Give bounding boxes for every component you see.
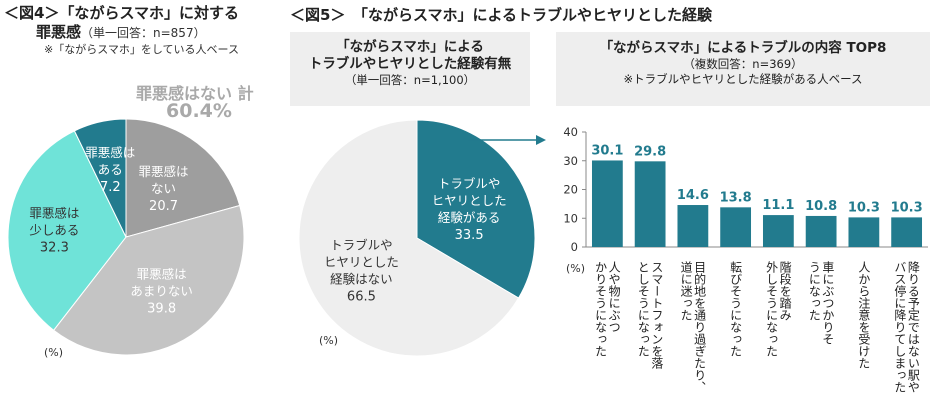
fig4-pie-slice-label-0: 罪悪感はない <box>139 164 189 196</box>
fig4-pie-slice-1 <box>52 204 245 356</box>
bar-value-label-2: 14.6 <box>677 188 709 203</box>
bar-category-label-0-col1: かりそうになった <box>594 261 608 357</box>
bar-category-label-1-col0: スマートフォンを落 <box>650 261 664 370</box>
fig5-pie-slice-value-1: 66.5 <box>347 289 376 304</box>
bar-category-label-7-col0: 降りる予定ではない駅や <box>906 261 920 393</box>
bar-category-label-2-col1: 道に迷った <box>679 261 693 321</box>
fig5-pie-unit: (%) <box>319 334 339 347</box>
fig4-base-note: ※「ながらスマホ」をしている人ベース <box>44 43 240 56</box>
bar-y-tick-label-0: 0 <box>571 240 578 254</box>
fig5-right-box-line3: ※トラブルやヒヤリとした経験がある人ベース <box>623 72 863 86</box>
fig5-pie-slice-1 <box>298 119 520 357</box>
bar-category-label-5-col0: 車にぶつかりそ <box>821 261 835 345</box>
fig5-left-box-line3: （単一回答：n=1,100） <box>344 73 476 87</box>
bar-category-label-2-col0: 目的地を通り過ぎたり、 <box>693 261 707 393</box>
bar-value-label-7: 10.3 <box>891 200 923 215</box>
bar-7 <box>891 217 923 247</box>
bar-category-label-0-col0: 人や物にぶつ <box>607 261 621 333</box>
fig4-unit: (%) <box>44 346 64 359</box>
bar-category-label-4-col0: 階段を踏み <box>778 260 792 321</box>
fig5-right-box-line2: （複数回答：n=369） <box>683 57 803 71</box>
fig4-summary-value: 60.4% <box>166 100 232 122</box>
fig4-answer-note: （単一回答：n=857） <box>81 26 206 40</box>
fig4-pie-slice-value-2: 32.3 <box>40 241 69 256</box>
fig4-pie-slice-label-2: 罪悪感は少しある <box>29 206 79 238</box>
fig4-pie-slice-value-1: 39.8 <box>147 301 176 316</box>
bar-6 <box>848 217 880 247</box>
fig5-bar-unit: (%) <box>566 262 586 275</box>
callout-arrow-head <box>536 135 546 145</box>
fig4-summary-label: 罪悪感はない 計 <box>136 84 254 103</box>
fig5-right-title-box: 「ながらスマホ」によるトラブルの内容 TOP8 （複数回答：n=369） ※トラ… <box>556 32 930 106</box>
fig4-pie-slice-value-3: 7.2 <box>100 180 121 195</box>
bar-y-tick-label-4: 40 <box>563 125 578 139</box>
bar-category-label-4-col1: 外しそうになった <box>765 261 779 357</box>
bar-value-label-0: 30.1 <box>591 143 623 158</box>
fig4-pie-chart: 罪悪感はない 20.7 罪悪感はあまりない 39.8 罪悪感は少しある 32.3 罪悪感はあ… <box>7 118 245 356</box>
bar-category-label-7-col1: バス停に降りてしまった <box>893 261 907 393</box>
bar-y-tick-label-3: 30 <box>563 154 578 168</box>
bar-5 <box>805 215 837 247</box>
fig4-pie-slice-label-1: 罪悪感はあまりない <box>130 266 193 298</box>
bar-value-label-6: 10.3 <box>848 200 880 215</box>
bar-category-label-6-col0: 人から注意を受けた <box>857 261 871 369</box>
fig5-pie-slice-label-0: トラブルやヒヤリとした経験がある <box>432 176 507 225</box>
bar-value-label-1: 29.8 <box>634 144 666 159</box>
fig5-pie-slice-0 <box>416 119 536 299</box>
fig5-left-box-line2: トラブルやヒヤリとした経験有無 <box>308 56 512 72</box>
bar-0 <box>591 160 623 247</box>
fig5-left-title-box: 「ながらスマホ」による トラブルやヒヤリとした経験有無 （単一回答：n=1,10… <box>290 32 530 106</box>
bar-y-tick-label-2: 20 <box>563 183 578 197</box>
fig5-pie-slice-value-0: 33.5 <box>455 228 484 243</box>
fig5-pie-chart: トラブルやヒヤリとした経験がある 33.5 トラブルやヒヤリとした経験はない 66.5 <box>298 119 546 357</box>
bar-2 <box>677 205 709 247</box>
callout-arrow <box>468 135 546 145</box>
fig4-title-line2: 罪悪感 <box>36 23 82 41</box>
fig4-pie-slice-2 <box>7 130 127 331</box>
fig4-title: ＜図4＞「ながらスマホ」に対する <box>4 4 239 22</box>
fig5-left-box-line1: 「ながらスマホ」による <box>336 39 484 55</box>
bar-1 <box>634 161 666 247</box>
fig4-pie-slice-value-0: 20.7 <box>149 199 178 214</box>
bar-y-tick-label-1: 10 <box>563 211 578 225</box>
bar-category-label-5-col1: うになった <box>807 261 821 321</box>
bar-value-label-5: 10.8 <box>805 199 837 214</box>
bar-value-label-3: 13.8 <box>720 190 752 205</box>
bar-value-label-4: 11.1 <box>762 198 794 213</box>
fig5-pie-slice-label-1: トラブルやヒヤリとした経験はない <box>324 237 399 286</box>
fig5-right-box-line1: 「ながらスマホ」によるトラブルの内容 TOP8 <box>599 40 887 56</box>
fig5-title: ＜図5＞ 「ながらスマホ」によるトラブルやヒヤリとした経験 <box>290 6 713 24</box>
fig4-pie-slice-0 <box>125 118 241 238</box>
fig4-pie-slice-3 <box>73 118 127 238</box>
bar-4 <box>762 215 794 247</box>
bar-3 <box>720 207 752 247</box>
fig4-title-row2: 罪悪感（単一回答：n=857） <box>36 21 206 42</box>
bar-category-label-1-col1: としそうになった <box>636 261 650 357</box>
fig4-pie-slice-label-3: 罪悪感はある <box>85 145 135 177</box>
bar-category-label-3-col0: 転びそうになった <box>729 261 743 357</box>
